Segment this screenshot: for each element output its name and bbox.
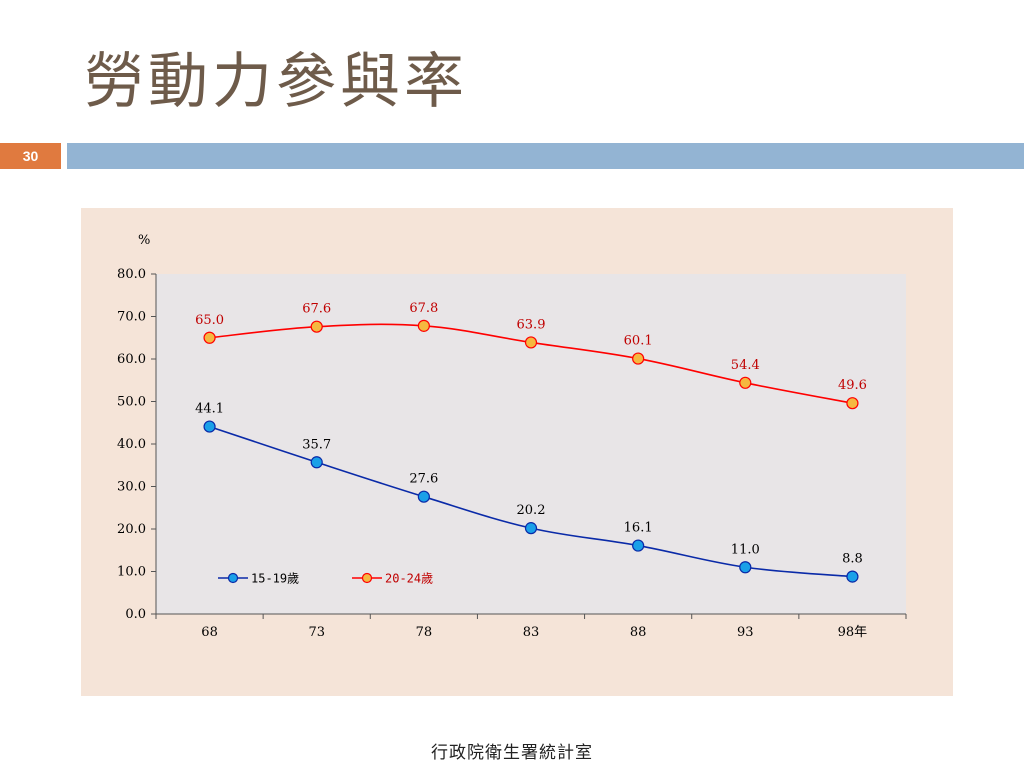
data-point-15-19 — [846, 570, 859, 583]
data-point-15-19 — [524, 522, 538, 535]
y-tick-label: 60.0 — [117, 352, 146, 367]
data-point-20-24 — [524, 336, 538, 349]
slide-title: 勞動力參與率 — [84, 47, 468, 117]
data-point-15-19 — [203, 420, 216, 433]
data-label-15-19: 35.7 — [302, 437, 331, 452]
y-tick-label: 70.0 — [117, 310, 146, 325]
data-label-20-24: 67.8 — [409, 301, 438, 316]
data-label-20-24: 60.1 — [624, 334, 653, 349]
legend-label-20-24: 20-24歲 — [385, 572, 433, 586]
data-label-20-24: 54.4 — [731, 358, 760, 373]
data-point-20-24 — [203, 331, 216, 344]
legend-marker-15-19 — [227, 572, 239, 584]
y-tick-label: 20.0 — [117, 522, 146, 537]
x-tick-label: 68 — [201, 625, 218, 640]
chart-container: 0.0 10.0 20.0 30.0 40.0 50.0 60.0 70.0 80.0% 68 73… — [81, 208, 953, 696]
x-tick-label: 88 — [630, 625, 647, 640]
data-point-20-24 — [417, 319, 430, 332]
y-tick-label: 80.0 — [117, 267, 146, 282]
y-unit-label: % — [138, 233, 150, 248]
data-point-15-19 — [739, 561, 752, 574]
footer-source: 行政院衛生署統計室 — [431, 743, 593, 763]
data-label-15-19: 27.6 — [409, 472, 438, 487]
data-label-20-24: 67.6 — [302, 302, 331, 317]
data-label-20-24: 65.0 — [195, 313, 224, 328]
y-tick-label: 50.0 — [117, 395, 146, 410]
labor-participation-chart: 0.0 10.0 20.0 30.0 40.0 50.0 60.0 70.0 80.0% 68 73… — [117, 233, 907, 640]
data-point-20-24 — [846, 397, 859, 410]
x-tick-label: 93 — [737, 625, 754, 640]
data-label-20-24: 63.9 — [517, 317, 546, 332]
data-label-15-19: 44.1 — [195, 402, 224, 417]
data-point-15-19 — [632, 539, 645, 552]
page-number: 30 — [0, 143, 61, 169]
y-tick-label: 0.0 — [125, 607, 146, 622]
data-label-15-19: 16.1 — [624, 521, 653, 536]
x-tick-label: 98年 — [838, 625, 868, 640]
y-tick-label: 30.0 — [117, 480, 146, 495]
data-point-20-24 — [632, 352, 645, 365]
data-label-15-19: 11.0 — [731, 542, 760, 557]
plot-area — [156, 274, 906, 614]
legend-marker-20-24 — [361, 572, 373, 584]
y-tick-label: 10.0 — [117, 565, 146, 580]
data-label-20-24: 49.6 — [838, 378, 867, 393]
x-tick-label: 73 — [308, 625, 325, 640]
data-point-20-24 — [310, 320, 323, 333]
data-point-20-24 — [739, 376, 752, 389]
data-point-15-19 — [417, 490, 430, 503]
legend-label-15-19: 15-19歲 — [251, 572, 299, 586]
x-tick-label: 83 — [523, 625, 540, 640]
data-point-15-19 — [310, 456, 323, 469]
x-tick-label: 78 — [416, 625, 433, 640]
y-tick-label: 40.0 — [117, 437, 146, 452]
header-bar — [67, 143, 1024, 169]
data-label-15-19: 8.8 — [842, 552, 863, 567]
data-label-15-19: 20.2 — [517, 503, 546, 518]
